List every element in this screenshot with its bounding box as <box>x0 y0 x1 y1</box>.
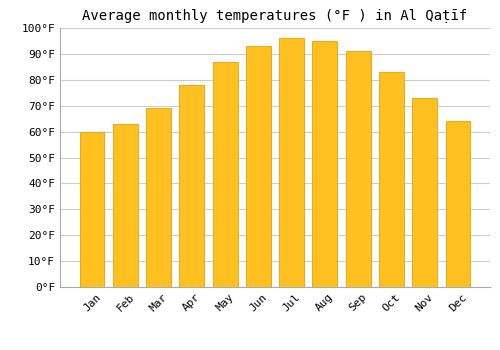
Bar <box>279 38 304 287</box>
Bar <box>346 51 370 287</box>
Bar <box>446 121 470 287</box>
Bar <box>412 98 437 287</box>
Bar <box>80 132 104 287</box>
Bar <box>212 62 238 287</box>
Bar <box>312 41 338 287</box>
Bar <box>113 124 138 287</box>
Bar <box>246 46 271 287</box>
Bar <box>379 72 404 287</box>
Title: Average monthly temperatures (°F ) in Al Qaṭīf: Average monthly temperatures (°F ) in Al… <box>82 9 468 23</box>
Bar <box>146 108 171 287</box>
Bar <box>180 85 204 287</box>
